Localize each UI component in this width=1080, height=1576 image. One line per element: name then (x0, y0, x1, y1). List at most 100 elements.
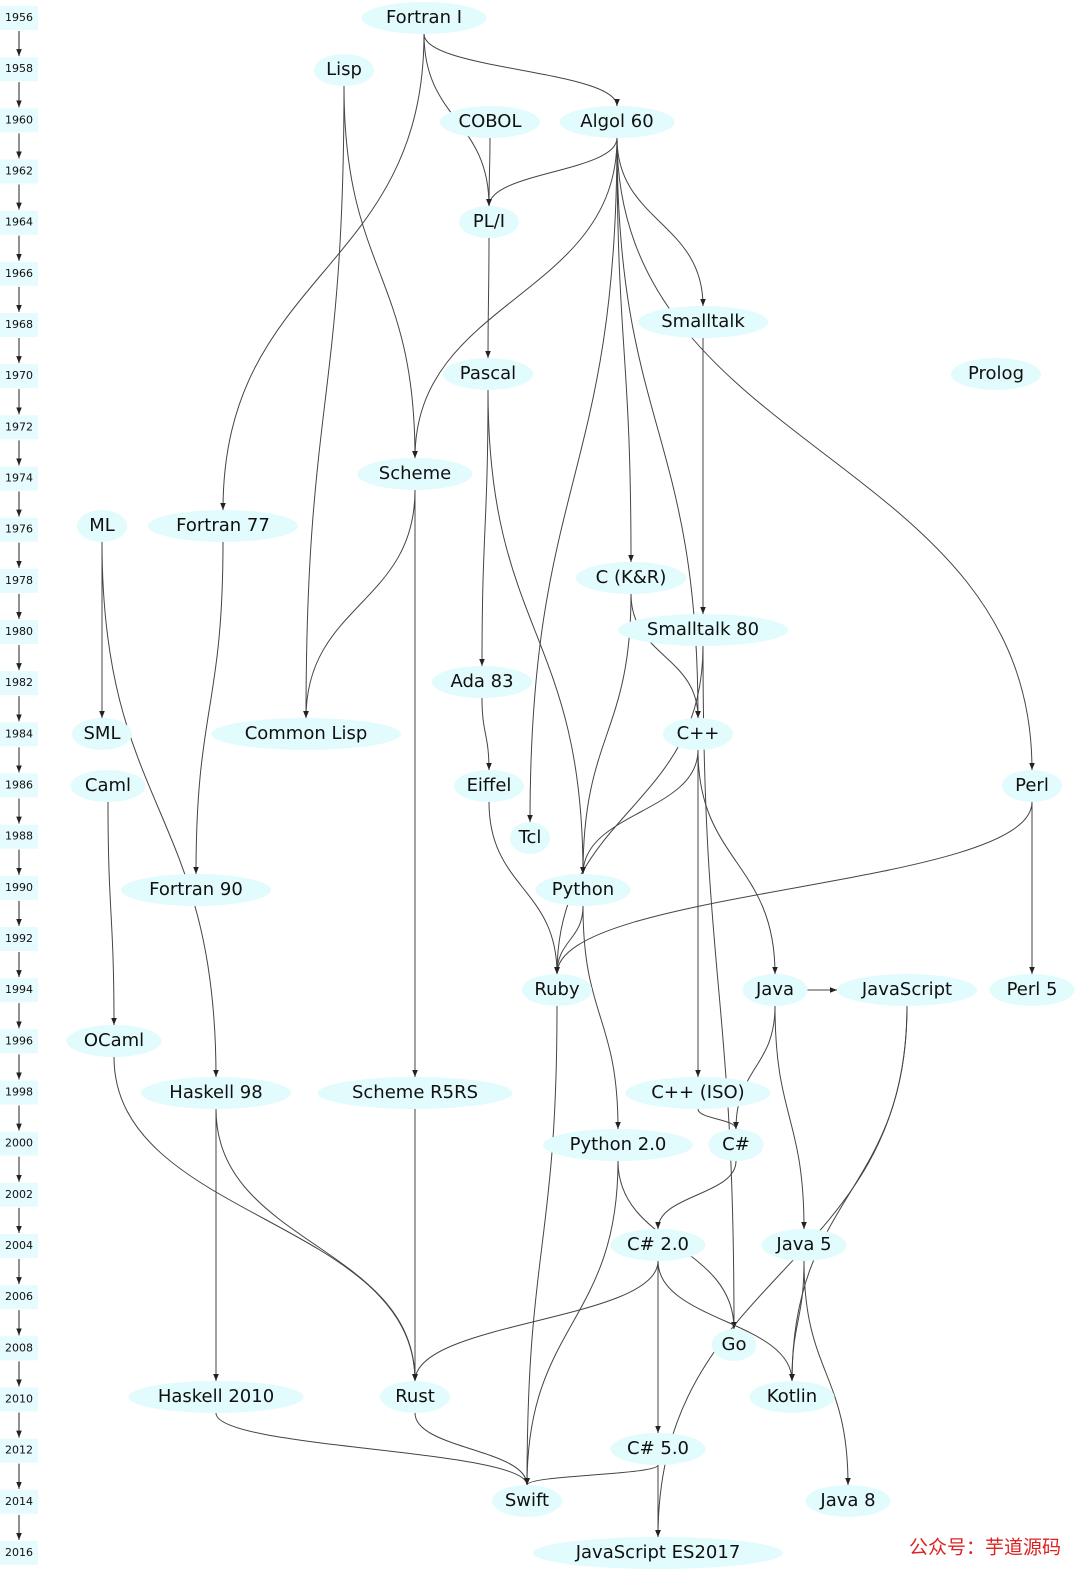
edge (774, 1005, 807, 1230)
year-box (0, 1541, 38, 1565)
node-label: Java 8 (819, 1490, 875, 1511)
year-label: 1978 (5, 574, 33, 587)
node-shape (317, 1077, 513, 1109)
node-label: Java (755, 979, 794, 1000)
edge (303, 489, 416, 719)
node-shape (837, 974, 977, 1006)
node-label: JavaScript ES2017 (575, 1542, 741, 1563)
edge (580, 593, 632, 875)
node-label: Scheme (379, 463, 451, 484)
year-label: 2012 (5, 1444, 33, 1457)
year-box (0, 1438, 38, 1463)
year-label: 1960 (5, 113, 33, 126)
edge (702, 645, 737, 1330)
edge (423, 33, 620, 107)
node-label: C++ (677, 723, 720, 744)
year-label: 1976 (5, 523, 33, 536)
node-label: Pascal (460, 363, 516, 384)
node-shape (522, 974, 592, 1006)
year-box (0, 313, 38, 337)
edge (479, 389, 489, 667)
year-label: 1992 (5, 932, 33, 945)
node-shape (121, 874, 271, 906)
node-shape (361, 2, 487, 34)
node-shape (440, 106, 540, 138)
edge (487, 389, 586, 875)
node-shape (761, 1229, 847, 1261)
node-shape (141, 1077, 291, 1109)
year-box (0, 620, 38, 644)
node-shape (618, 614, 788, 646)
node-shape (576, 562, 686, 594)
edge (616, 137, 634, 563)
edge (733, 1005, 776, 1130)
node-label: Algol 60 (580, 111, 653, 132)
edge (554, 905, 584, 975)
node-label: ML (89, 515, 115, 536)
node-shape (535, 874, 631, 906)
year-label: 1974 (5, 472, 33, 485)
node-label: C++ (ISO) (651, 1082, 744, 1103)
node-shape (708, 1129, 764, 1161)
year-box (0, 1182, 38, 1207)
node-label: Scheme R5RS (352, 1082, 478, 1103)
node-shape (610, 1229, 706, 1261)
node-shape (459, 206, 519, 238)
node-label: SML (84, 723, 121, 744)
nodes: Fortran I Lisp COBOL Algol 60 PL/I Smalltalk P… (66, 2, 1075, 1569)
edge (616, 137, 1035, 771)
year-box (0, 1285, 38, 1310)
year-box (0, 927, 38, 951)
edge (101, 541, 219, 1078)
edge (655, 1160, 737, 1230)
year-label: 1958 (5, 62, 33, 75)
node-label: Caml (85, 775, 131, 796)
year-box (0, 415, 38, 440)
node-label: Fortran I (386, 7, 462, 28)
edge (524, 1160, 619, 1486)
edge (215, 1108, 418, 1382)
node-label: Smalltalk 80 (647, 619, 759, 640)
year-label: 1964 (5, 216, 33, 229)
node-label: Lisp (326, 59, 362, 80)
year-label: 1998 (5, 1086, 33, 1099)
node-label: Smalltalk (661, 311, 745, 332)
node-shape (314, 54, 374, 86)
node-label: Python (552, 879, 614, 900)
node-shape (805, 1485, 891, 1517)
year-label: 1990 (5, 881, 33, 894)
node-label: Haskell 2010 (158, 1386, 274, 1407)
year-label: 1970 (5, 369, 33, 382)
edge (215, 1412, 530, 1486)
year-box (0, 1029, 38, 1054)
year-label: 2008 (5, 1341, 33, 1354)
year-label: 2006 (5, 1290, 33, 1303)
node-shape (711, 1329, 757, 1361)
node-label: Python 2.0 (570, 1134, 667, 1155)
year-label: 1988 (5, 830, 33, 843)
node-shape (559, 106, 675, 138)
node-label: COBOL (459, 111, 522, 132)
year-box (0, 875, 38, 900)
year-box (0, 1131, 38, 1156)
edge (616, 137, 706, 307)
year-box (0, 364, 38, 389)
node-label: Haskell 98 (169, 1082, 262, 1103)
year-box (0, 108, 38, 133)
node-shape (1002, 770, 1062, 802)
year-box (0, 824, 38, 849)
edge (524, 1464, 659, 1486)
year-label: 1968 (5, 318, 33, 331)
year-box (0, 773, 38, 798)
edge (343, 85, 418, 459)
node-label: Perl (1015, 775, 1049, 796)
year-box (0, 1080, 38, 1105)
node-shape (492, 1485, 562, 1517)
node-label: JavaScript (861, 979, 952, 1000)
edge (414, 1412, 530, 1486)
node-shape (543, 1129, 693, 1161)
node-shape (148, 510, 298, 542)
year-box (0, 722, 38, 747)
